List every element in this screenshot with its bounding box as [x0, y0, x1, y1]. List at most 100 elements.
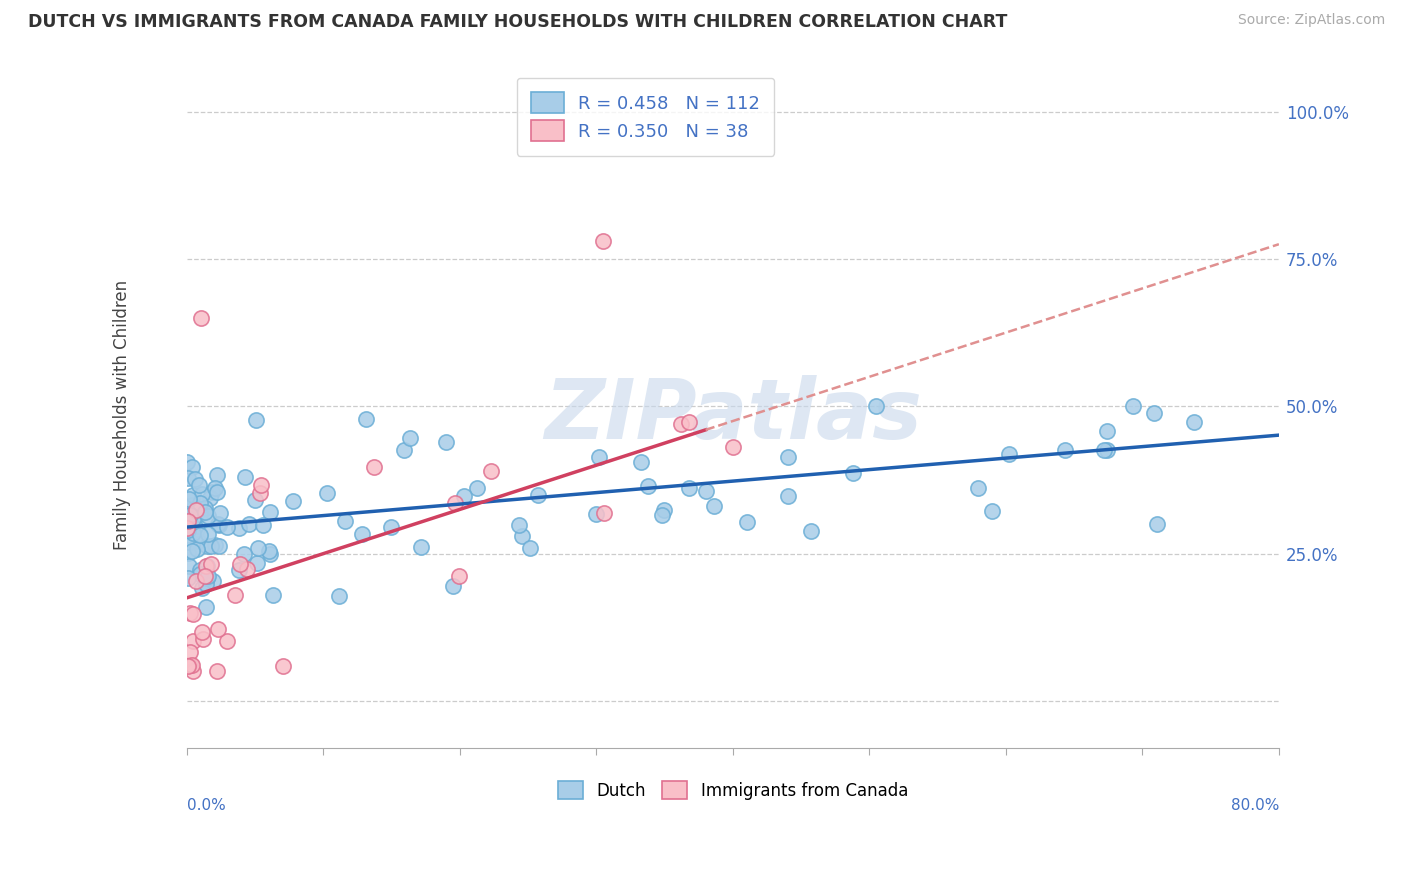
Point	[399, 431, 422, 445]
Text: ZIPatlas: ZIPatlas	[544, 375, 922, 456]
Point	[246, 541, 269, 555]
Point	[1142, 406, 1164, 420]
Point	[176, 523, 198, 537]
Point	[259, 547, 281, 561]
Point	[184, 574, 207, 588]
Point	[200, 539, 222, 553]
Point	[1095, 424, 1118, 438]
Point	[252, 518, 274, 533]
Point	[441, 579, 464, 593]
Point	[997, 446, 1019, 460]
Point	[585, 507, 607, 521]
Point	[179, 558, 201, 573]
Point	[527, 488, 550, 502]
Point	[651, 508, 673, 522]
Point	[179, 645, 201, 659]
Point	[842, 466, 865, 480]
Point	[191, 632, 214, 647]
Point	[191, 487, 214, 501]
Point	[1095, 443, 1118, 458]
Point	[443, 496, 465, 510]
Point	[392, 443, 415, 458]
Point	[181, 501, 204, 516]
Point	[669, 417, 692, 432]
Point	[179, 492, 201, 507]
Point	[208, 507, 231, 521]
Point	[198, 491, 221, 506]
Point	[181, 665, 204, 679]
Point	[187, 534, 209, 549]
Point	[249, 486, 271, 500]
Point	[333, 514, 356, 528]
Point	[191, 625, 214, 640]
Point	[204, 482, 226, 496]
Point	[176, 514, 198, 528]
Point	[630, 454, 652, 468]
Point	[179, 607, 201, 621]
Point	[512, 529, 534, 543]
Point	[243, 493, 266, 508]
Point	[176, 659, 198, 673]
Point	[186, 522, 208, 536]
Point	[201, 574, 224, 588]
Point	[195, 559, 218, 574]
Point	[194, 501, 217, 516]
Point	[180, 658, 202, 673]
Point	[678, 481, 700, 495]
Point	[183, 511, 205, 525]
Point	[224, 588, 246, 602]
Point	[176, 471, 198, 485]
Point	[508, 518, 530, 533]
Point	[283, 494, 305, 508]
Point	[238, 516, 260, 531]
Point	[654, 502, 676, 516]
Point	[865, 399, 887, 413]
Point	[190, 528, 212, 542]
Point	[1122, 399, 1144, 413]
Point	[1053, 443, 1076, 458]
Point	[678, 415, 700, 429]
Point	[735, 515, 758, 529]
Point	[195, 539, 218, 553]
Point	[194, 569, 217, 583]
Point	[245, 413, 267, 427]
Point	[183, 472, 205, 486]
Point	[190, 582, 212, 596]
Point	[316, 486, 339, 500]
Point	[187, 477, 209, 491]
Text: 0.0%: 0.0%	[187, 798, 226, 813]
Point	[179, 508, 201, 523]
Point	[205, 484, 228, 499]
Point	[197, 569, 219, 583]
Point	[190, 508, 212, 522]
Point	[200, 557, 222, 571]
Point	[177, 545, 200, 559]
Point	[204, 538, 226, 552]
Point	[188, 566, 211, 581]
Point	[592, 234, 614, 248]
Point	[519, 541, 541, 556]
Point	[776, 450, 799, 465]
Point	[197, 559, 219, 574]
Point	[205, 468, 228, 483]
Point	[228, 563, 250, 577]
Point	[778, 489, 800, 503]
Point	[188, 563, 211, 577]
Point	[207, 622, 229, 636]
Y-axis label: Family Households with Children: Family Households with Children	[114, 280, 131, 550]
Text: 80.0%: 80.0%	[1230, 798, 1279, 813]
Point	[184, 503, 207, 517]
Point	[721, 440, 744, 454]
Point	[194, 505, 217, 519]
Point	[259, 543, 281, 558]
Point	[229, 558, 252, 572]
Point	[181, 487, 204, 501]
Point	[201, 484, 224, 499]
Point	[177, 534, 200, 549]
Point	[228, 521, 250, 535]
Point	[637, 478, 659, 492]
Point	[233, 470, 256, 484]
Point	[703, 499, 725, 513]
Point	[215, 634, 238, 648]
Point	[181, 460, 204, 475]
